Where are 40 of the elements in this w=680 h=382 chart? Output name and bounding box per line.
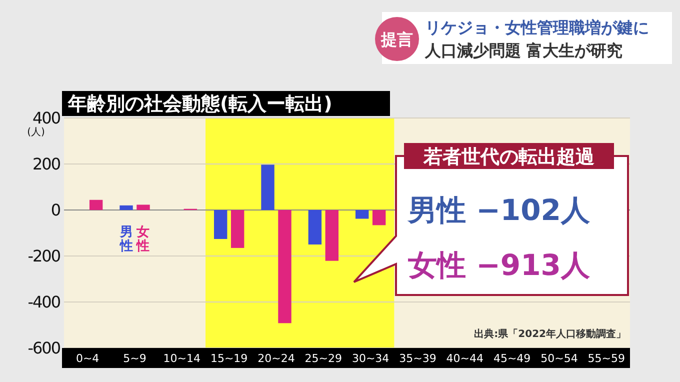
x-tick-label: 45~49 bbox=[493, 352, 531, 365]
annotation: 男性 −102人 bbox=[407, 193, 591, 227]
text: 提言 bbox=[380, 30, 413, 49]
x-tick-label: 10~14 bbox=[163, 352, 201, 365]
x-tick-label: 35~39 bbox=[399, 352, 436, 365]
x-tick-label: 25~29 bbox=[304, 352, 342, 365]
x-tick-label: 15~19 bbox=[210, 352, 248, 365]
bar bbox=[325, 210, 339, 261]
text: リケジョ・女性管理職増が鍵に bbox=[425, 18, 649, 37]
annotation: 若者世代の転出超過 bbox=[422, 146, 596, 168]
y-tick-label: -600 bbox=[28, 338, 61, 358]
y-tick-label: -400 bbox=[28, 292, 61, 312]
bar bbox=[308, 210, 322, 244]
y-axis-title: (人) bbox=[27, 127, 45, 138]
bar bbox=[120, 205, 133, 210]
annotation: 女性 −913人 bbox=[407, 248, 591, 282]
annotation: 出典:県「2022年人口移動調査」 bbox=[474, 328, 626, 340]
x-tick-label: 50~54 bbox=[540, 352, 578, 365]
bar bbox=[372, 210, 386, 226]
x-tick-label: 5~9 bbox=[123, 352, 146, 365]
text: 人口減少問題 富大生が研究 bbox=[424, 41, 623, 60]
y-tick-label: -200 bbox=[28, 246, 61, 266]
y-tick-label: 400 bbox=[32, 108, 61, 128]
x-tick-label: 20~24 bbox=[258, 352, 295, 365]
bar bbox=[214, 210, 228, 239]
bar bbox=[278, 210, 292, 324]
x-tick-label: 40~44 bbox=[446, 352, 484, 365]
bar bbox=[136, 204, 150, 210]
chart-title: 年齢別の社会動態(転入ー転出) bbox=[67, 93, 332, 115]
x-tick-label: 30~34 bbox=[352, 352, 390, 365]
bar bbox=[355, 210, 369, 219]
series-label: 女性 bbox=[136, 225, 150, 254]
x-tick-label: 55~59 bbox=[588, 352, 626, 365]
bar bbox=[261, 164, 274, 210]
x-tick-label: 0~4 bbox=[76, 352, 100, 365]
bar bbox=[230, 210, 244, 248]
y-tick-label: 200 bbox=[32, 154, 61, 174]
series-label: 男性 bbox=[118, 225, 133, 254]
bar bbox=[89, 200, 103, 210]
y-tick-label: 0 bbox=[50, 200, 61, 220]
